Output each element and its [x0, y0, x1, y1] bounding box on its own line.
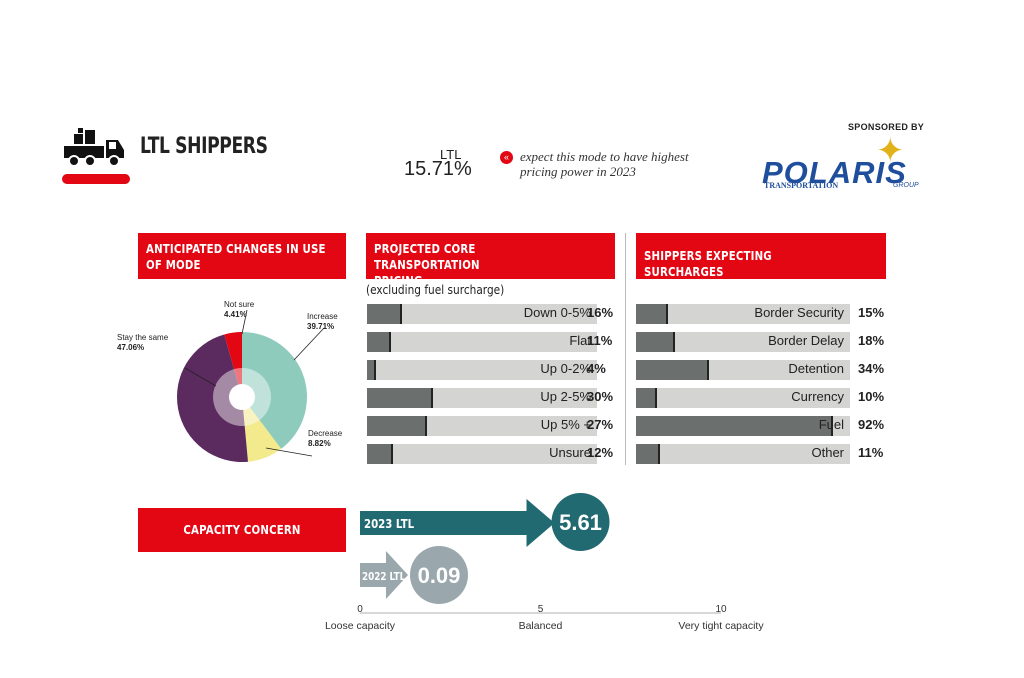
- pie-slice-stay-the-same: [176, 334, 248, 462]
- capacity-arrow-2022: [360, 551, 408, 599]
- bar-value-label: 11%: [587, 333, 613, 348]
- bar-value-label: 4%: [587, 361, 606, 376]
- value-label-2023: 5.61: [559, 510, 602, 535]
- axis-tick-label: 10: [715, 604, 727, 615]
- section-header-capacity: CAPACITY CONCERN: [138, 508, 346, 552]
- bar-category-label: Fuel: [818, 417, 844, 432]
- bar-fill: [636, 388, 658, 408]
- bar-category-label: Border Delay: [768, 333, 844, 348]
- chevron-left-icon: «: [500, 151, 513, 164]
- mode-value: 15.71%: [404, 158, 472, 180]
- bar-row: Detention: [636, 360, 850, 380]
- bar-category-label: Up 0-2%: [540, 361, 591, 376]
- pie-leader-line: [293, 327, 325, 361]
- bar-value-label: 18%: [858, 333, 885, 348]
- mode-label: LTL: [440, 147, 462, 162]
- capacity-concern-chart: 2023 LTL 5.61 2022 LTL 0.09 0 Loose capacity 5…: [325, 493, 764, 632]
- bar-category-label: Up 5% +: [540, 417, 591, 432]
- series-label-2023: 2023 LTL: [364, 517, 414, 531]
- bar-fill: [636, 304, 669, 324]
- bar-value-label: 92%: [858, 417, 885, 432]
- pie-leader-line: [184, 367, 217, 387]
- bar-row: Up 5% +: [367, 416, 597, 436]
- pie-label-stay-same: Stay the same 47.06%: [117, 333, 169, 352]
- bar-fill: [367, 332, 392, 352]
- bar-value-label: 10%: [858, 389, 885, 404]
- pie-label-not-sure: Not sure 4.41%: [224, 300, 255, 319]
- bar-value-label: 30%: [587, 389, 614, 404]
- pie-leader-line: [241, 309, 248, 335]
- bar-category-label: Unsure: [549, 445, 591, 460]
- section-header-use-of-mode: ANTICIPATED CHANGES IN USE OF MODE: [138, 233, 346, 279]
- axis-scale-label: Loose capacity: [325, 620, 396, 632]
- sponsored-by-label: SPONSORED BY: [848, 122, 925, 132]
- axis-tick-label: 0: [357, 604, 363, 615]
- pie-label-increase: Increase 39.71%: [307, 312, 338, 331]
- series-label-2022: 2022 LTL: [362, 571, 406, 583]
- pricing-bar-chart: Down 0-5% 16% Flat 11% Up 0-2% 4% Up 2-5% 30% Up…: [367, 304, 617, 468]
- bar-row: Down 0-5%: [367, 304, 597, 324]
- value-badge-2022: [410, 546, 468, 604]
- page-title: LTL SHIPPERS: [140, 134, 268, 159]
- title-underline: [62, 174, 130, 184]
- sponsor-logo-sub: TRANSPORTATION: [764, 181, 839, 190]
- value-badge-2023: [551, 493, 610, 551]
- bar-category-label: Down 0-5%: [523, 305, 591, 320]
- pie-leader-line: [265, 447, 313, 457]
- bar-row: Up 0-2%: [367, 360, 597, 380]
- bar-value-label: 27%: [587, 417, 614, 432]
- pie-slice-increase: [242, 332, 307, 449]
- bar-category-label: Detention: [788, 361, 844, 376]
- bar-value-label: 12%: [587, 445, 614, 460]
- surcharge-bar-chart: Border Security 15% Border Delay 18% Detenti…: [636, 304, 888, 468]
- bar-fill: [367, 444, 394, 464]
- bar-row: Unsure: [367, 444, 597, 464]
- truck-icon: [64, 128, 124, 167]
- pricing-power-note: expect this mode to have highest pricing…: [520, 149, 689, 179]
- axis-scale-label: Very tight capacity: [678, 620, 764, 632]
- section-header-surcharges: SHIPPERS EXPECTING SURCHARGES: [636, 233, 886, 279]
- axis-tick-label: 5: [538, 604, 544, 615]
- bar-fill: [367, 416, 427, 436]
- pie-slice-decrease: [242, 397, 282, 462]
- bar-value-label: 15%: [858, 305, 885, 320]
- bar-fill: [636, 444, 660, 464]
- section-header-pricing: PROJECTED CORE TRANSPORTATION PRICING: [366, 233, 615, 288]
- sponsor-logo-group: GROUP: [893, 182, 919, 189]
- bar-fill: [636, 416, 833, 436]
- bar-fill: [636, 332, 675, 352]
- pie-center-hole: [229, 384, 255, 410]
- use-of-mode-pie-chart: [176, 309, 325, 462]
- capacity-arrow-2023: [360, 499, 555, 547]
- bar-value-label: 16%: [587, 305, 614, 320]
- bar-fill: [367, 388, 434, 408]
- bar-row: Up 2-5%: [367, 388, 597, 408]
- bar-row: Fuel: [636, 416, 850, 436]
- star-icon: ✦: [876, 132, 905, 170]
- bar-row: Flat: [367, 332, 597, 352]
- column-divider: [625, 233, 626, 465]
- bar-fill: [636, 360, 709, 380]
- bar-fill: [367, 360, 376, 380]
- bar-value-label: 11%: [858, 445, 884, 460]
- pie-slice-not-sure: [224, 332, 242, 397]
- bar-category-label: Other: [811, 445, 844, 460]
- bar-row: Border Delay: [636, 332, 850, 352]
- bar-category-label: Border Security: [754, 305, 844, 320]
- bar-category-label: Flat: [569, 333, 591, 348]
- value-label-2022: 0.09: [418, 563, 461, 588]
- bar-row: Border Security: [636, 304, 850, 324]
- bar-category-label: Up 2-5%: [540, 389, 591, 404]
- bar-row: Other: [636, 444, 850, 464]
- pricing-subtitle: (excluding fuel surcharge): [366, 283, 505, 297]
- bar-fill: [367, 304, 403, 324]
- sponsor-logo: POLARIS: [762, 155, 907, 190]
- bar-category-label: Currency: [791, 389, 844, 404]
- bar-row: Currency: [636, 388, 850, 408]
- axis-scale-label: Balanced: [519, 620, 563, 632]
- bar-value-label: 34%: [858, 361, 885, 376]
- pie-label-decrease: Decrease 8.82%: [308, 429, 343, 448]
